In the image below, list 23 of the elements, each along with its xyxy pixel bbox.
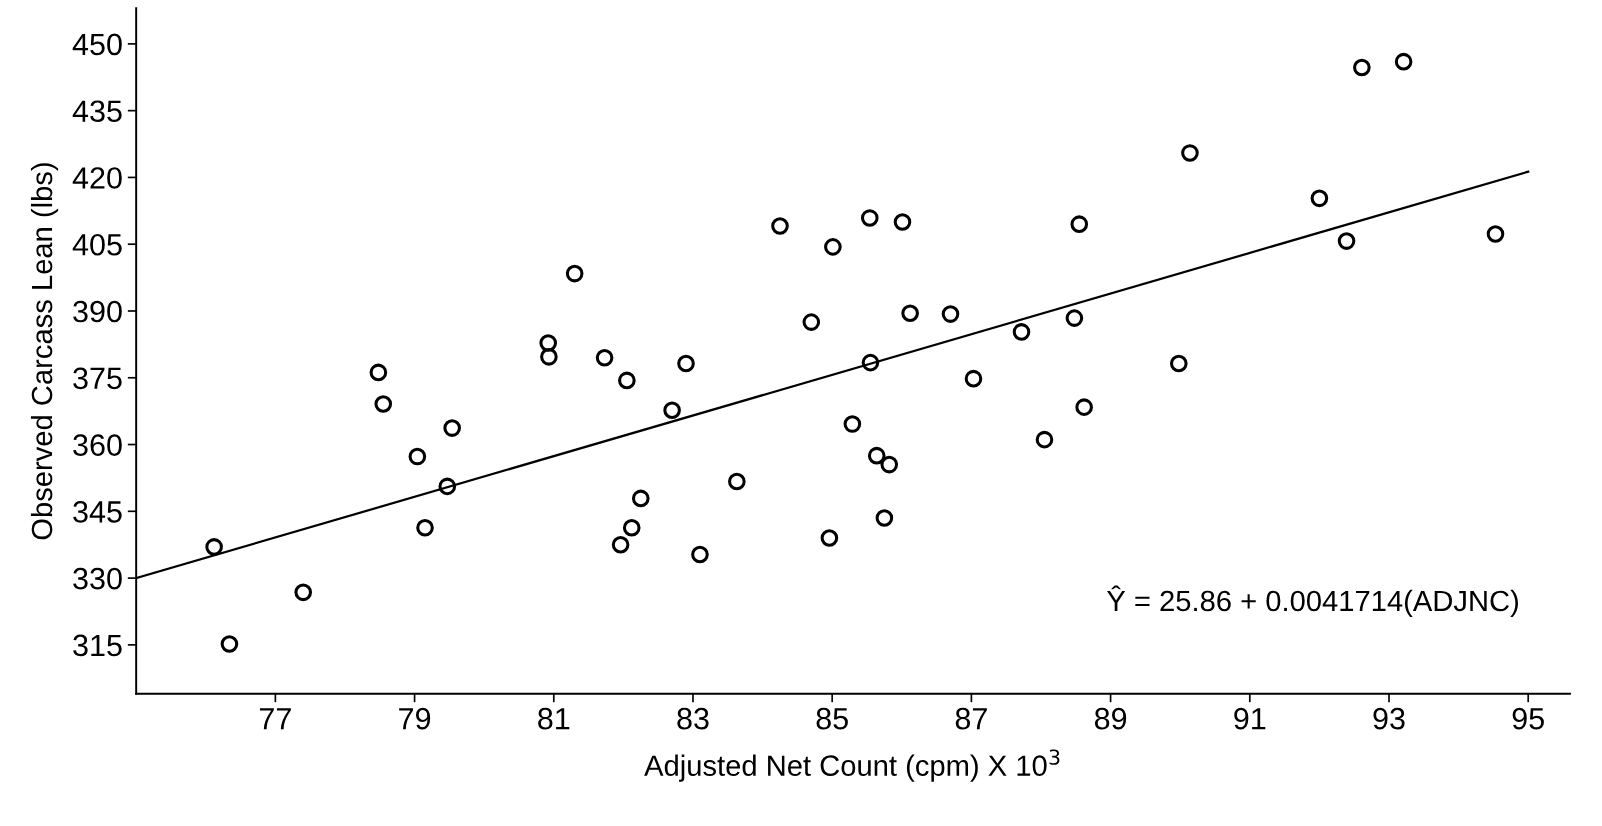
y-tick-label: 315 bbox=[73, 634, 122, 657]
y-tick-label: 420 bbox=[72, 167, 122, 189]
x-tick-label: 77 bbox=[259, 708, 291, 730]
y-tick-label: 330 bbox=[73, 567, 122, 590]
x-axis-title: Adjusted Net Count (cpm) X 10$^{3}$ bbox=[644, 749, 1060, 782]
x-tick-label: 83 bbox=[677, 707, 709, 730]
annotation: Ŷ = 25.86 + 0.0041714(ADJNC) bbox=[1106, 585, 1518, 618]
y-tick-label: 435 bbox=[72, 100, 122, 123]
x-tick-label: 81 bbox=[538, 707, 570, 730]
x-tick-label: 95 bbox=[1512, 707, 1544, 730]
y-tick-label: 375 bbox=[73, 367, 122, 390]
x-tick-label: 79 bbox=[399, 707, 431, 730]
y-tick-label: 450 bbox=[72, 33, 122, 56]
y-tick-label: 405 bbox=[72, 233, 122, 256]
x-tick-label: 85 bbox=[816, 707, 848, 730]
y-tick-label: 390 bbox=[73, 300, 122, 323]
x-tick-label: 91 bbox=[1234, 707, 1266, 730]
x-tick-label: 87 bbox=[955, 707, 987, 730]
x-tick-label: 93 bbox=[1373, 707, 1405, 730]
y-axis-title: Observed Carcass Lean (lbs) bbox=[30, 163, 59, 540]
y-tick-label: 360 bbox=[73, 434, 122, 456]
x-tick-label: 89 bbox=[1094, 707, 1127, 730]
y-tick-label: 345 bbox=[73, 501, 122, 523]
